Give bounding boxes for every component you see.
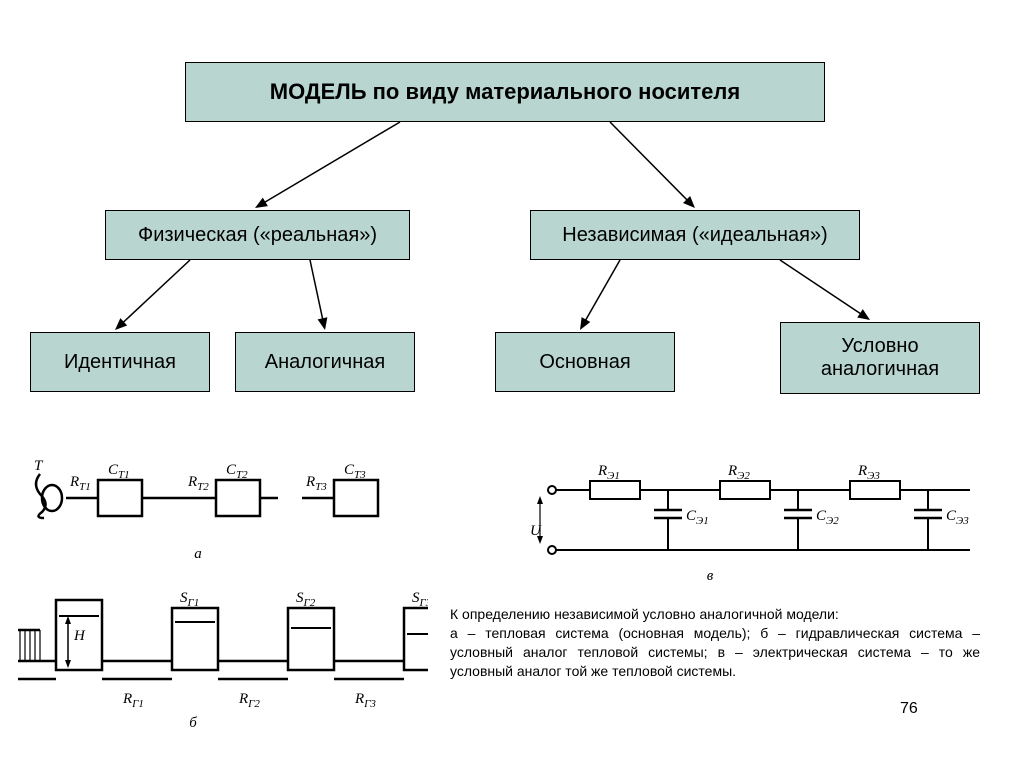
schematic-a: T RT1 CT1 RT2 CT2 RT3 CT3 а [28,450,428,570]
svg-text:SГ2: SГ2 [296,590,316,609]
r2b-label: Условно аналогичная [789,335,971,381]
root-box: МОДЕЛЬ по виду материального носителя [185,62,825,122]
page-number: 76 [900,700,918,718]
svg-text:а: а [194,546,202,562]
svg-text:б: б [189,715,197,731]
caption-line: а – тепловая система (основная модель); … [450,624,980,681]
left1-box: Физическая («реальная») [105,210,410,260]
left1-label: Физическая («реальная») [138,224,377,247]
r2a-label: Основная [539,351,630,374]
right1-label: Независимая («идеальная») [562,224,827,247]
svg-text:RT3: RT3 [305,474,327,493]
caption-line: К определению независимой условно аналог… [450,605,980,624]
l2a-box: Идентичная [30,332,210,392]
svg-text:CЭ3: CЭ3 [946,508,969,527]
l2a-label: Идентичная [64,351,176,374]
svg-text:T: T [34,458,44,474]
svg-text:H: H [73,628,86,644]
svg-text:RЭ3: RЭ3 [857,463,880,482]
svg-text:SГ3: SГ3 [412,590,428,609]
caption-block: К определению независимой условно аналог… [450,605,980,681]
r2a-box: Основная [495,332,675,392]
right1-box: Независимая («идеальная») [530,210,860,260]
l2b-box: Аналогичная [235,332,415,392]
schematic-v: U RЭ1 CЭ1 RЭ2 CЭ2 RЭ3 CЭ3 в [530,450,970,590]
svg-text:RT1: RT1 [69,474,91,493]
svg-text:CЭ1: CЭ1 [686,508,709,527]
svg-text:RЭ2: RЭ2 [727,463,750,482]
svg-text:RГ3: RГ3 [354,691,376,710]
svg-text:RT2: RT2 [187,474,209,493]
svg-text:CT3: CT3 [344,462,366,481]
schematic-b: H RГ1 SГ1 RГ2 SГ2 RГ3 SГ3 б [18,570,428,740]
svg-text:CT2: CT2 [226,462,248,481]
svg-text:CЭ2: CЭ2 [816,508,839,527]
svg-text:SГ1: SГ1 [180,590,199,609]
svg-text:CT1: CT1 [108,462,130,481]
r2b-box: Условно аналогичная [780,322,980,394]
svg-text:RГ1: RГ1 [122,691,144,710]
svg-text:в: в [707,568,714,584]
svg-text:RЭ1: RЭ1 [597,463,620,482]
root-label: МОДЕЛЬ по виду материального носителя [270,79,740,105]
l2b-label: Аналогичная [265,351,385,374]
svg-text:RГ2: RГ2 [238,691,260,710]
svg-text:U: U [530,523,542,539]
